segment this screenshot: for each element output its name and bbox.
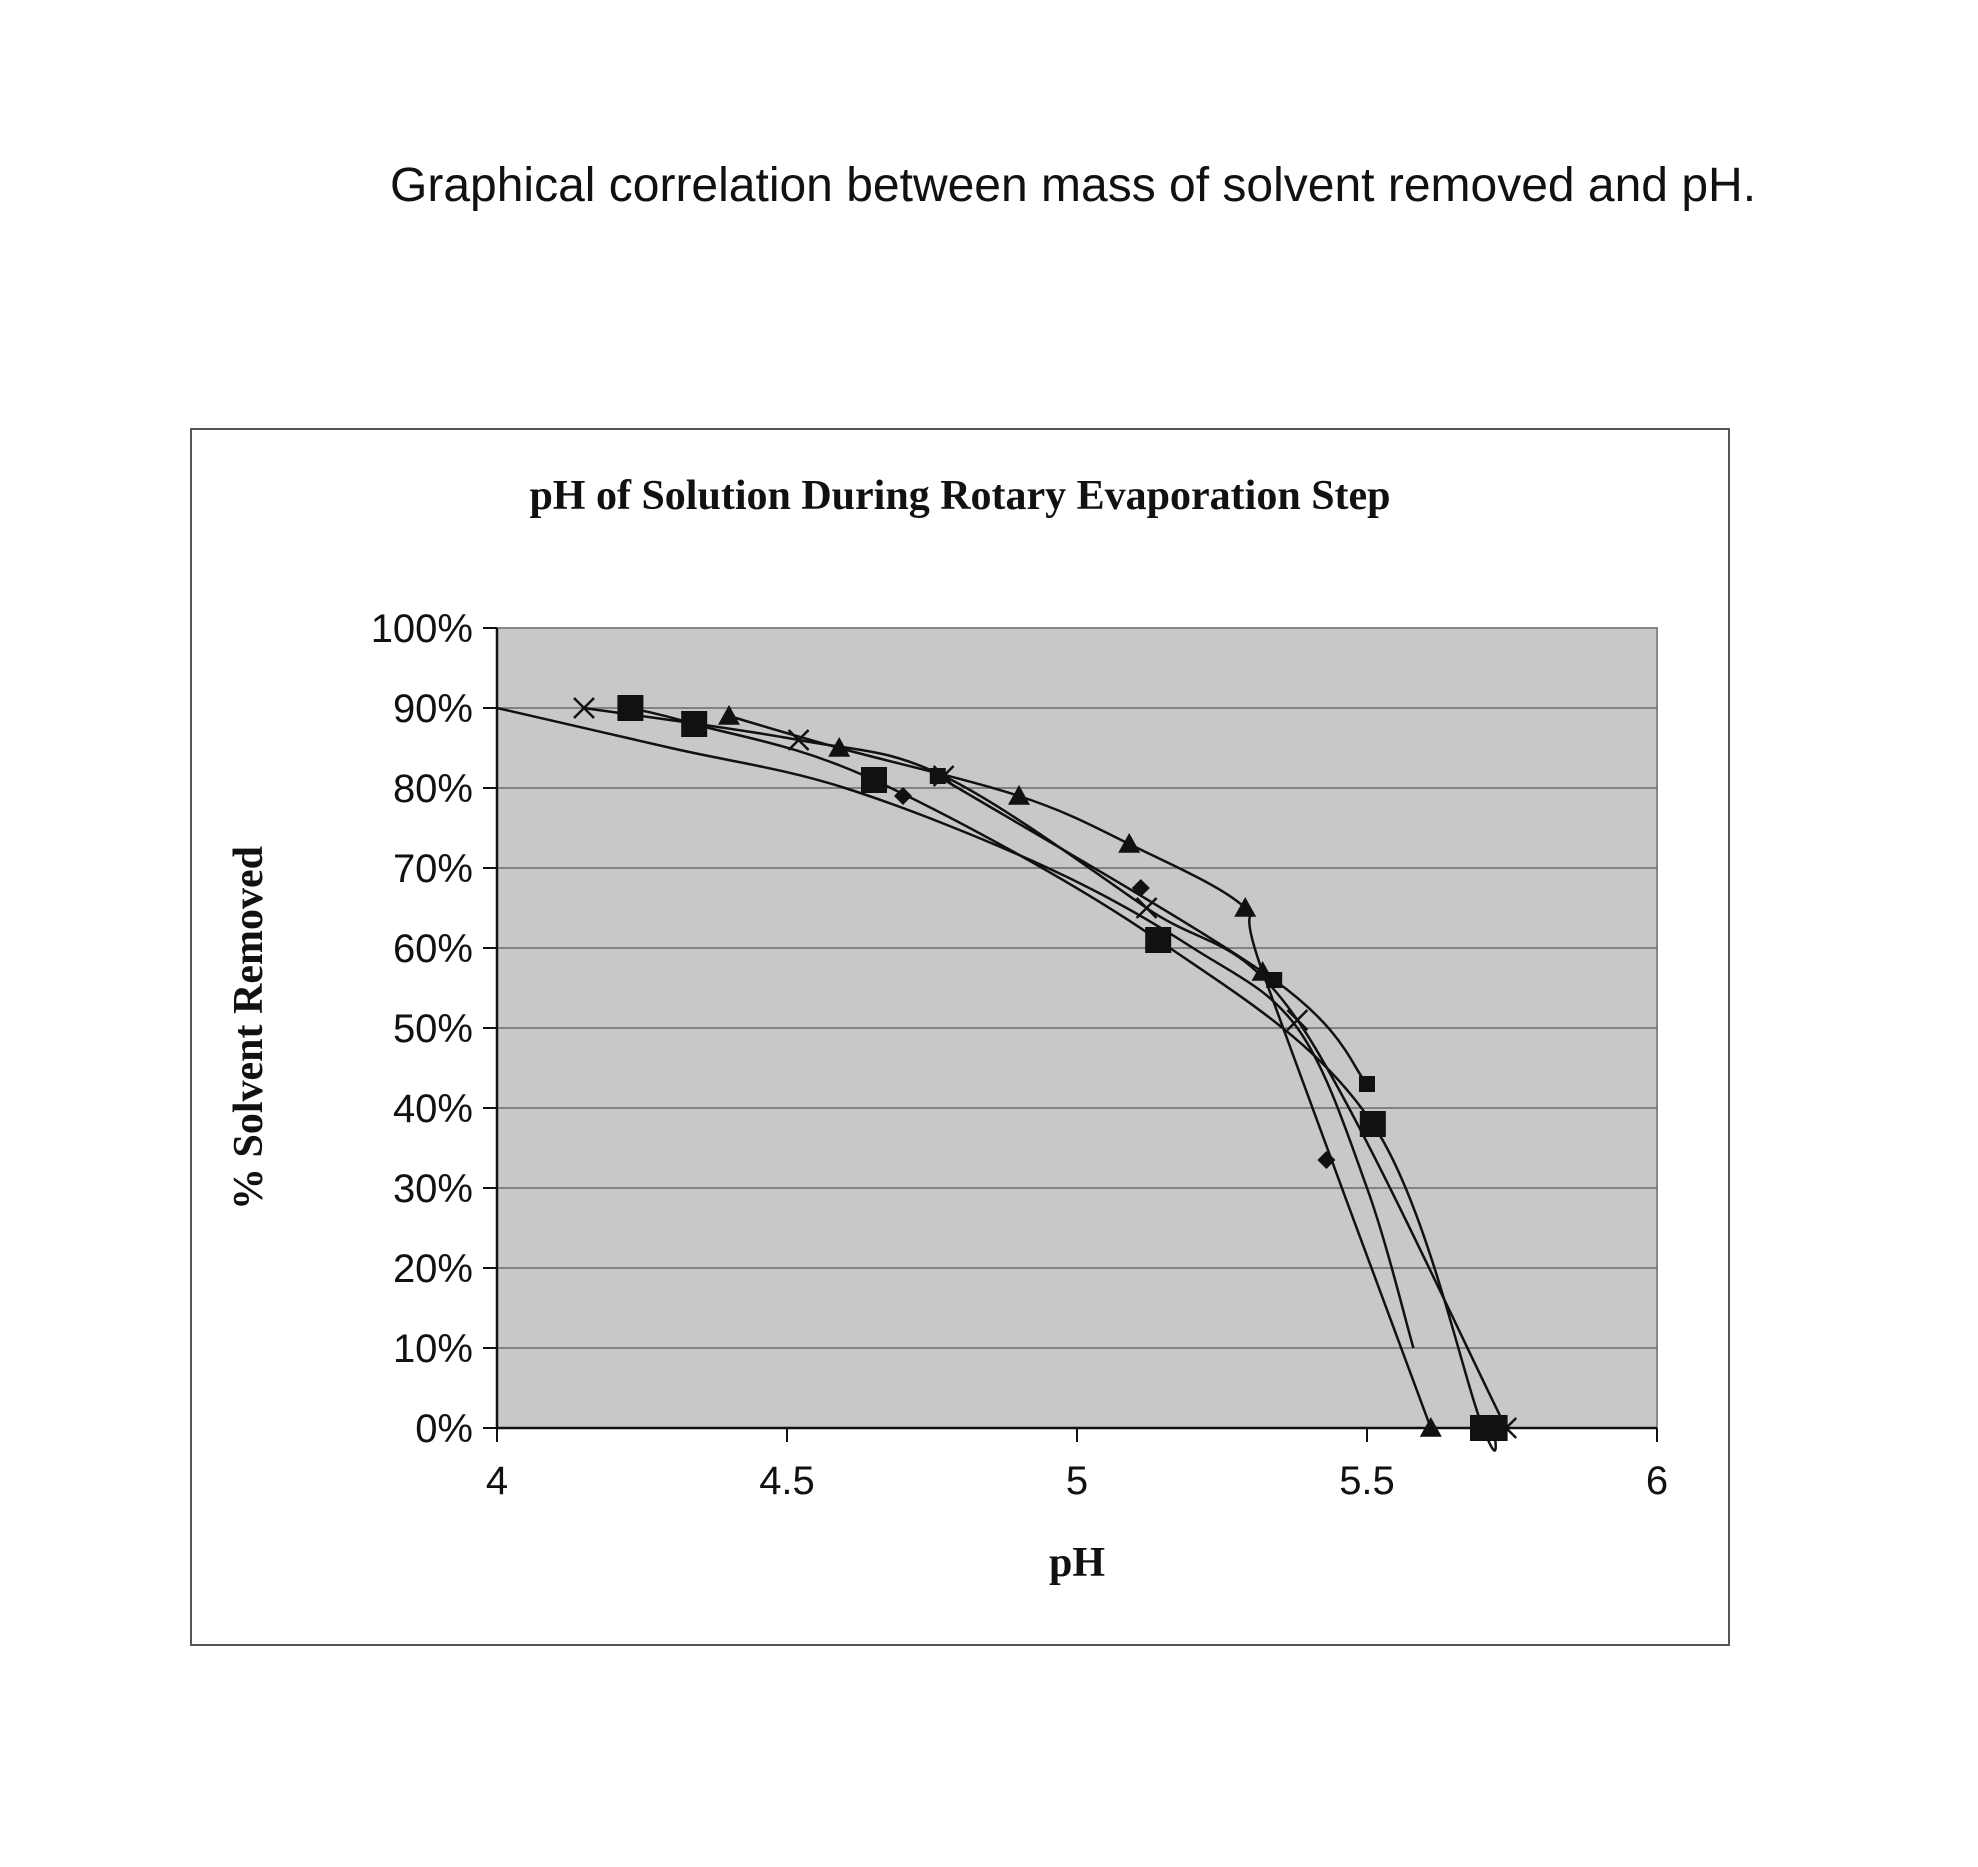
data-point-large-square [1482,1415,1508,1441]
y-tick-label: 40% [393,1087,473,1131]
y-tick-label: 20% [393,1247,473,1291]
y-tick-label: 10% [393,1327,473,1371]
y-tick-label: 30% [393,1167,473,1211]
data-point-large-square [617,695,643,721]
line-chart: 0% 10% 20% 30% 40% 50% 60% 70% 80% 90% 100% 4 4.5 5 5.… [192,430,1728,1644]
data-point-large-square [681,711,707,737]
y-tick-label: 0% [415,1407,473,1451]
x-tick-label: 5 [1066,1459,1088,1503]
x-axis-label: pH [1049,1540,1105,1586]
data-point-small-square [1359,1076,1375,1092]
y-tick-label: 50% [393,1007,473,1051]
data-point-large-square [1145,927,1171,953]
x-tick-label: 4 [486,1459,508,1503]
y-tick-label: 60% [393,927,473,971]
chart-frame: pH of Solution During Rotary Evaporation… [190,428,1730,1646]
figure-caption: Graphical correlation between mass of so… [390,158,1756,213]
y-tick-label: 90% [393,687,473,731]
data-point-large-square [861,767,887,793]
y-tick-label: 70% [393,847,473,891]
x-tick-label: 5.5 [1339,1459,1395,1503]
data-point-large-square [1360,1111,1386,1137]
y-axis-label: % Solvent Removed [226,846,272,1210]
x-tick-label: 6 [1646,1459,1668,1503]
x-tick-label: 4.5 [759,1459,815,1503]
y-tick-label: 100% [371,607,473,651]
y-tick-label: 80% [393,767,473,811]
